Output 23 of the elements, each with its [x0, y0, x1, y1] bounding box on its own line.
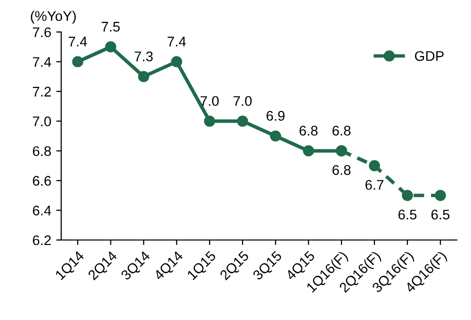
legend-label: GDP [414, 51, 444, 61]
data-label: 6.9 [266, 110, 285, 121]
y-axis-title: (%YoY) [30, 10, 76, 24]
y-tick-label: 6.2 [32, 235, 51, 246]
data-label: 6.8 [332, 126, 351, 136]
y-tick-label: 7.0 [32, 116, 51, 126]
data-label: 6.5 [431, 210, 450, 220]
y-tick-label: 6.4 [32, 206, 52, 216]
data-label: 7.5 [102, 22, 120, 32]
data-label: 7.0 [200, 96, 219, 106]
data-label: 6.7 [365, 180, 384, 190]
data-label: 7.0 [234, 96, 252, 106]
data-label: 7.4 [168, 36, 186, 46]
y-tick-label: 7.2 [32, 86, 51, 96]
y-tick-label: 6.6 [32, 176, 51, 186]
y-tick-label: 7.4 [32, 57, 52, 67]
data-label: 7.4 [68, 36, 87, 46]
data-label: 6.5 [398, 210, 416, 220]
data-label: 6.8 [300, 126, 318, 136]
y-tick-label: 6.8 [32, 146, 51, 156]
data-label: 6.8 [332, 165, 351, 175]
data-label: 7.3 [134, 51, 153, 62]
y-tick-label: 7.6 [32, 27, 51, 38]
